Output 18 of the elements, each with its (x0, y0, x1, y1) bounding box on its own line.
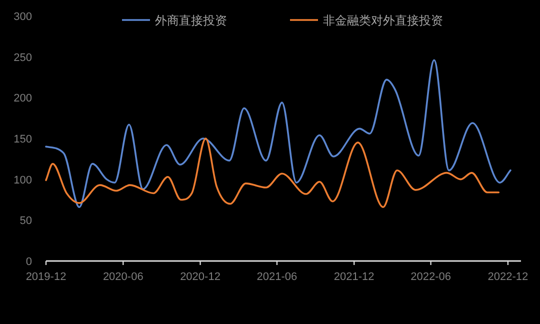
y-tick-label: 150 (14, 134, 32, 146)
x-tick-label: 2022-12 (488, 271, 528, 283)
x-tick-label: 2019-12 (26, 271, 66, 283)
y-tick-label: 100 (14, 174, 32, 186)
legend-label: 外商直接投资 (155, 14, 227, 28)
x-tick-label: 2020-06 (102, 271, 144, 283)
y-tick-label: 250 (14, 52, 32, 64)
x-tick-label: 2022-06 (410, 271, 451, 283)
x-tick-label: 2020-12 (180, 271, 220, 283)
y-tick-label: 300 (14, 11, 32, 23)
y-tick-label: 0 (26, 256, 32, 268)
y-tick-label: 50 (20, 215, 32, 228)
x-tick-label: 2021-12 (334, 271, 374, 283)
line-series (45, 138, 500, 208)
legend-label: 非金融类对外直接投资 (323, 14, 443, 28)
line-series (45, 59, 512, 208)
x-tick-label: 2021-06 (256, 271, 298, 283)
y-tick-label: 200 (14, 92, 32, 105)
